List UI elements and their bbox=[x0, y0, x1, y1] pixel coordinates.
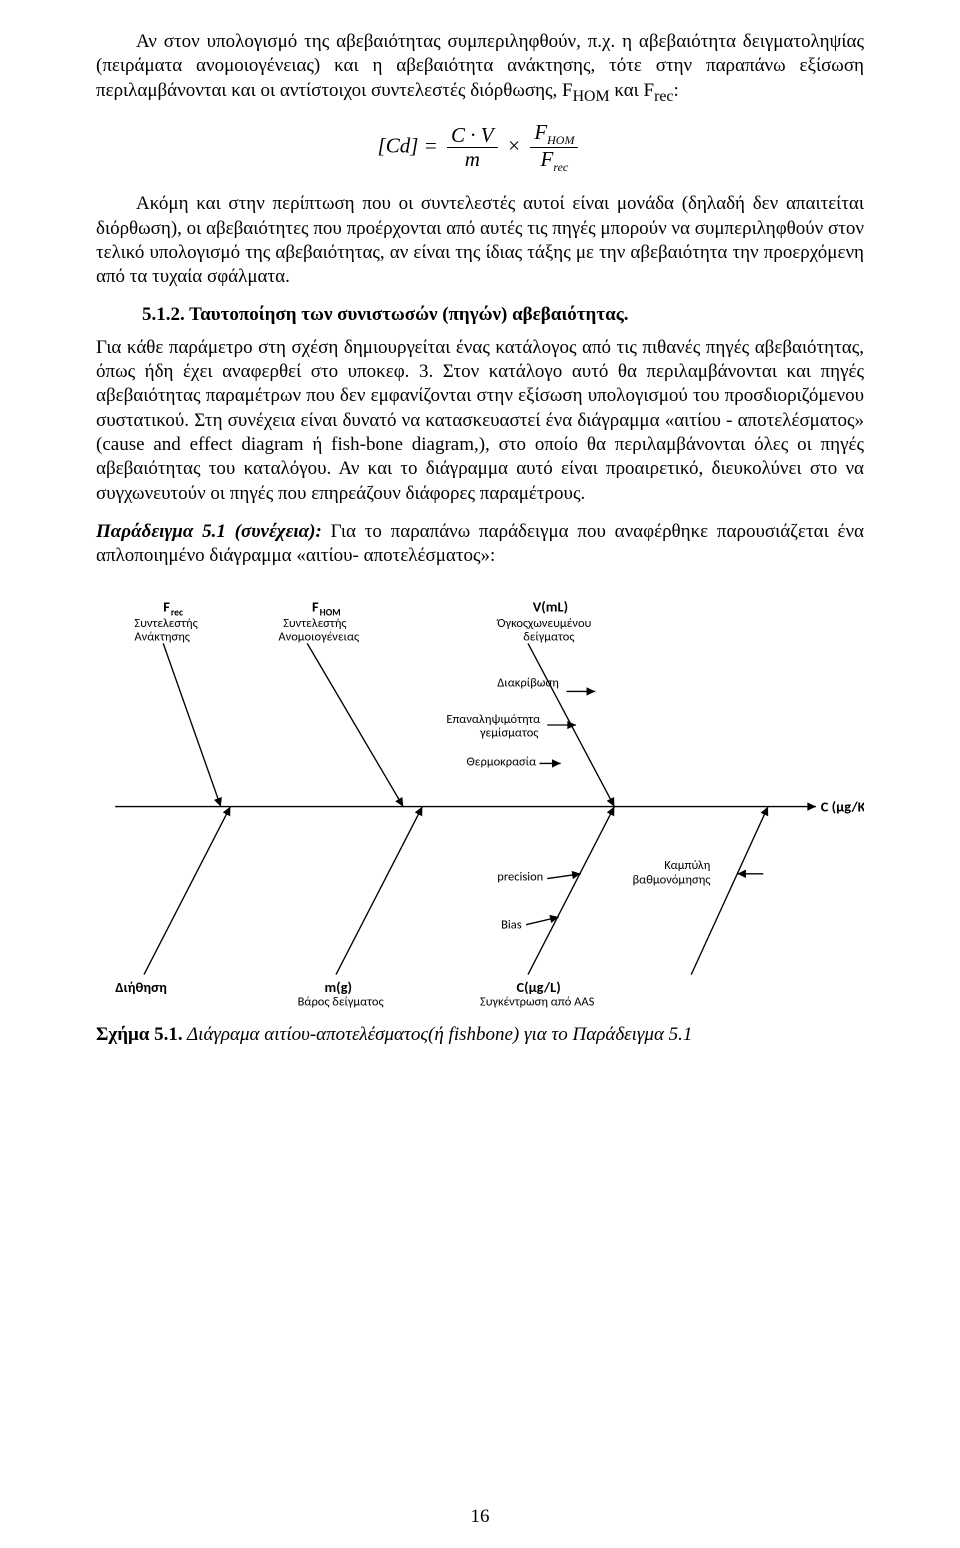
svg-text:Διακρίβωση: Διακρίβωση bbox=[497, 676, 559, 691]
p1-mid: και F bbox=[610, 80, 655, 101]
svg-text:βαθμονόμησης: βαθμονόμησης bbox=[633, 873, 712, 888]
page-number: 16 bbox=[0, 1506, 960, 1528]
svg-text:γεμίσματος: γεμίσματος bbox=[479, 726, 539, 741]
svg-text:Ανάκτησης: Ανάκτησης bbox=[134, 630, 190, 645]
paragraph-2: Ακόμη και στην περίπτωση που οι συντελεσ… bbox=[96, 192, 864, 289]
svg-text:Bias: Bias bbox=[501, 918, 522, 933]
formula-cd: [Cd] = C · V m × FHOM Frec bbox=[96, 121, 864, 175]
p3-text: Για κάθε παράμετρο στη σχέση δημιουργείτ… bbox=[96, 337, 864, 504]
formula-den2: Frec bbox=[530, 148, 578, 174]
svg-text:Ανομοιογένειας: Ανομοιογένειας bbox=[278, 630, 360, 645]
svg-text:Καμπύλη: Καμπύλη bbox=[664, 858, 710, 873]
paragraph-3: Για κάθε παράμετρο στη σχέση δημιουργείτ… bbox=[96, 336, 864, 506]
svg-text:Θερμοκρασία: Θερμοκρασία bbox=[467, 755, 537, 770]
svg-text:Συγκέντρωση από AAS: Συγκέντρωση από AAS bbox=[480, 995, 595, 1010]
paragraph-1: Αν στον υπολογισμό της αβεβαιότητας συμπ… bbox=[96, 30, 864, 107]
formula-prefix: [Cd] = bbox=[378, 133, 444, 157]
p4-lead: Παράδειγμα 5.1 (συνέχεια): bbox=[96, 521, 322, 542]
svg-text:Διήθηση: Διήθηση bbox=[115, 978, 167, 996]
formula-num1: C · V bbox=[447, 124, 498, 148]
formula-frac1: C · V m bbox=[447, 124, 498, 171]
svg-text:C(μg/L): C(μg/L) bbox=[516, 978, 560, 996]
svg-text:m(g): m(g) bbox=[324, 978, 352, 996]
svg-text:F: F bbox=[312, 598, 319, 616]
svg-text:precision: precision bbox=[497, 870, 543, 885]
section-heading-512: 5.1.2. Ταυτοποίηση των συνιστωσών (πηγών… bbox=[142, 304, 864, 326]
formula-times: × bbox=[502, 133, 527, 157]
p1-end: : bbox=[673, 80, 678, 101]
p2-text: Ακόμη και στην περίπτωση που οι συντελεσ… bbox=[96, 193, 864, 287]
svg-text:F: F bbox=[163, 598, 170, 616]
paragraph-4: Παράδειγμα 5.1 (συνέχεια): Για το παραπά… bbox=[96, 520, 864, 569]
fishbone-diagram: FrecΣυντελεστήςΑνάκτησηςFHOMΣυντελεστήςΑ… bbox=[96, 582, 864, 1012]
svg-text:δείγματος: δείγματος bbox=[523, 630, 575, 645]
svg-text:Βάρος δείγματος: Βάρος δείγματος bbox=[298, 995, 385, 1010]
formula-frac2: FHOM Frec bbox=[530, 121, 578, 175]
p1-sub2: rec bbox=[654, 87, 673, 104]
figure-caption: Σχήμα 5.1. Διάγραμα αιτίου-αποτελέσματος… bbox=[96, 1024, 864, 1046]
formula-den1: m bbox=[447, 148, 498, 171]
caption-title: Σχήμα 5.1. bbox=[96, 1024, 183, 1045]
svg-text:V(mL): V(mL) bbox=[533, 598, 568, 616]
caption-desc: Διάγραμα αιτίου-αποτελέσματος(ή fishbone… bbox=[183, 1024, 693, 1045]
formula-num2: FHOM bbox=[530, 121, 578, 148]
p1-text: Αν στον υπολογισμό της αβεβαιότητας συμπ… bbox=[96, 31, 864, 101]
svg-text:C (μg/Kg): C (μg/Kg) bbox=[821, 798, 864, 816]
p1-sub1: HOM bbox=[573, 87, 610, 104]
